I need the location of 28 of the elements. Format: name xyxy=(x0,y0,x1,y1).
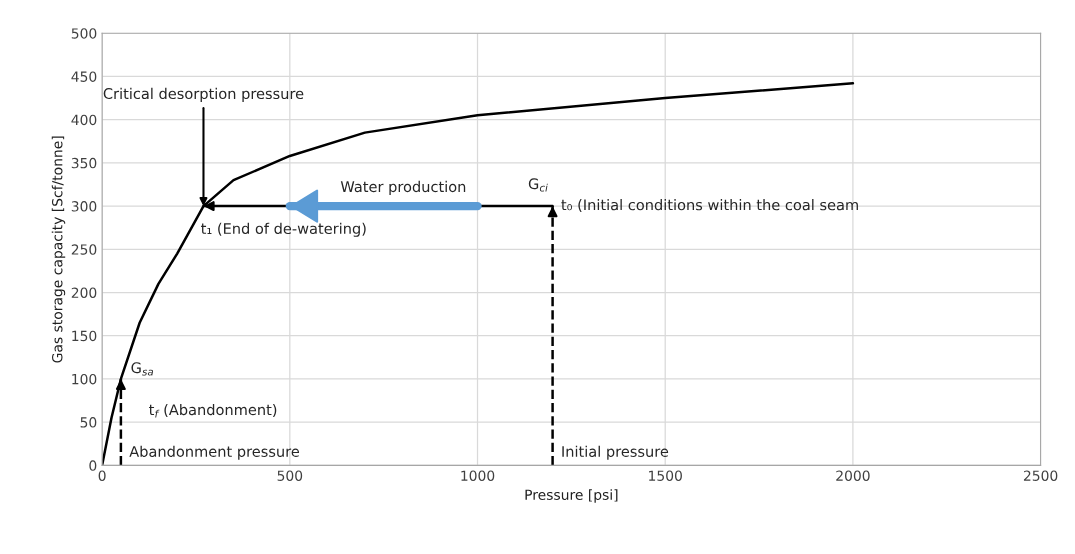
x-tick-label: 0 xyxy=(98,470,106,481)
x-tick-label: 500 xyxy=(277,470,303,481)
x-tick-label: 2500 xyxy=(1023,470,1058,481)
y-tick-label: 350 xyxy=(71,157,97,169)
y-axis-title: Gas storage capacity [Scf/tonne] xyxy=(51,136,66,363)
annotation: t$_{f}$ (Abandonment) xyxy=(149,403,277,418)
y-tick-label: 300 xyxy=(71,201,97,212)
x-axis-title: Pressure [psi] xyxy=(525,489,618,503)
annotation: t₀ (Initial conditions within the coal seam xyxy=(561,199,858,213)
x-tick-label: 1500 xyxy=(649,470,682,481)
annotation: Initial pressure xyxy=(562,445,669,460)
y-tick-label: 450 xyxy=(71,71,97,82)
y-tick-label: 0 xyxy=(89,460,97,471)
annotation: t₁ (End of de-watering) xyxy=(201,222,366,237)
y-tick-label: 100 xyxy=(72,373,97,385)
y-tick-label: 200 xyxy=(71,287,97,298)
x-tick-label: 1000 xyxy=(461,470,495,481)
y-tick-label: 250 xyxy=(71,244,97,255)
annotation: Critical desorption pressure xyxy=(103,87,304,102)
y-tick-label: 50 xyxy=(80,417,97,428)
y-tick-label: 500 xyxy=(71,28,97,39)
annotation: G$_{ci}$ xyxy=(528,178,548,192)
annotation: Water production xyxy=(340,180,466,195)
y-tick-label: 150 xyxy=(72,330,97,342)
x-tick-label: 2000 xyxy=(836,470,870,481)
y-tick-label: 400 xyxy=(71,114,97,126)
annotation: G$_{sa}$ xyxy=(131,362,153,376)
annotation: Abandonment pressure xyxy=(129,445,300,460)
